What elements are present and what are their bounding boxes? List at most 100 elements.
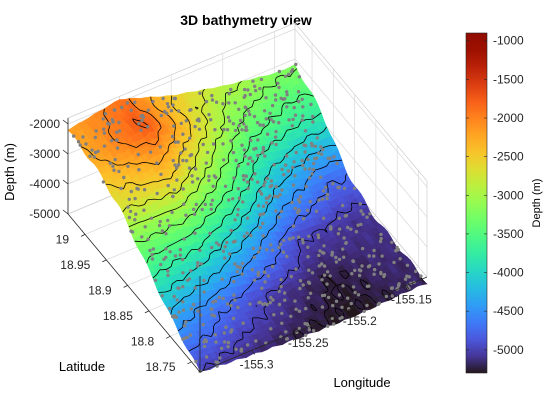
sounding-point — [126, 205, 130, 209]
sounding-point — [210, 313, 214, 317]
sounding-point — [175, 298, 179, 302]
sounding-point — [188, 136, 192, 140]
sounding-point — [379, 232, 383, 237]
sounding-point — [260, 286, 264, 290]
y-axis-label: Latitude — [59, 359, 105, 374]
sounding-point — [234, 158, 238, 163]
sounding-point — [301, 163, 305, 168]
sounding-point — [283, 291, 287, 295]
sounding-point — [330, 250, 335, 255]
sounding-point — [293, 299, 297, 303]
sounding-point — [193, 124, 197, 129]
sounding-point — [298, 279, 303, 283]
sounding-point — [303, 322, 307, 326]
sounding-point — [285, 90, 289, 94]
sounding-point — [331, 303, 335, 308]
sounding-point — [92, 155, 97, 159]
sounding-point — [297, 309, 302, 313]
sounding-point — [335, 161, 339, 166]
sounding-point — [219, 346, 224, 351]
sounding-point — [170, 134, 175, 139]
sounding-point — [300, 118, 304, 122]
sounding-point — [217, 295, 221, 300]
sounding-point — [306, 157, 310, 162]
contour-line — [292, 270, 426, 340]
sounding-point — [185, 278, 190, 282]
sounding-point — [301, 241, 305, 245]
sounding-point — [263, 154, 267, 158]
axis-lines — [67, 118, 428, 373]
sounding-point — [171, 124, 176, 128]
sounding-point — [340, 315, 344, 320]
sounding-point — [325, 282, 329, 286]
z-axis-label: Depth (m) — [2, 143, 17, 201]
sounding-point — [211, 184, 215, 188]
sounding-point — [252, 114, 257, 119]
sounding-point — [292, 160, 296, 164]
sounding-point — [90, 148, 94, 152]
sounding-point — [258, 86, 262, 91]
sounding-point — [344, 241, 348, 245]
sounding-point — [274, 142, 278, 147]
y-tick-mark — [123, 284, 128, 288]
sounding-point — [181, 271, 185, 275]
sounding-point — [264, 117, 268, 121]
sounding-point — [262, 270, 267, 274]
sounding-point — [308, 200, 312, 204]
x-tick-mark — [302, 328, 307, 334]
sounding-point — [306, 255, 310, 259]
x-tick-label: -155.15 — [391, 293, 432, 307]
z-tick-label: -5000 — [29, 207, 60, 221]
sounding-point — [208, 231, 212, 236]
sounding-point — [178, 253, 182, 257]
z-tick-mark — [62, 119, 69, 125]
sounding-point — [280, 167, 284, 172]
sounding-point — [159, 113, 163, 118]
sounding-point — [221, 296, 225, 301]
sounding-point — [243, 113, 247, 118]
sounding-point — [148, 150, 153, 154]
sounding-point — [300, 237, 305, 242]
contour-line — [103, 98, 162, 148]
sounding-point — [240, 128, 244, 132]
sounding-point — [365, 303, 369, 308]
sounding-point — [204, 161, 208, 165]
sounding-point — [214, 100, 219, 104]
sounding-point — [274, 209, 278, 213]
sounding-point — [405, 274, 409, 278]
sounding-point — [351, 259, 355, 263]
y-tick-label: 18.75 — [145, 360, 175, 374]
sounding-point — [260, 151, 265, 155]
sounding-point — [245, 180, 250, 184]
sounding-point — [198, 248, 202, 253]
sounding-point — [317, 198, 321, 202]
sounding-point — [240, 261, 245, 265]
sounding-point — [282, 173, 286, 177]
sounding-point — [165, 102, 170, 106]
z-tick-mark — [62, 179, 69, 185]
x-tick-mark — [406, 285, 410, 290]
sounding-point — [211, 300, 215, 304]
sounding-point — [213, 128, 217, 132]
axes-box: -155.3 -155.25 -155.2 -155.15 18.75 18.8 18.8… — [29, 22, 432, 374]
sounding-point — [340, 203, 345, 208]
sounding-point — [306, 245, 310, 249]
sounding-point — [207, 174, 211, 178]
sounding-point — [268, 185, 272, 189]
sounding-point — [325, 270, 330, 274]
box-edge — [294, 22, 428, 182]
sounding-point — [291, 183, 296, 187]
sounding-point — [360, 246, 365, 251]
sounding-point — [126, 164, 130, 168]
sounding-point — [334, 260, 339, 264]
sounding-point — [243, 154, 247, 158]
sounding-point — [341, 247, 345, 251]
sounding-point — [135, 186, 139, 191]
sounding-point — [207, 178, 211, 183]
sounding-point — [285, 93, 289, 97]
sounding-point — [290, 124, 294, 128]
colorbar-gradient — [465, 32, 488, 374]
sounding-point — [139, 128, 143, 132]
sounding-point — [236, 164, 241, 168]
sounding-point — [140, 118, 144, 123]
